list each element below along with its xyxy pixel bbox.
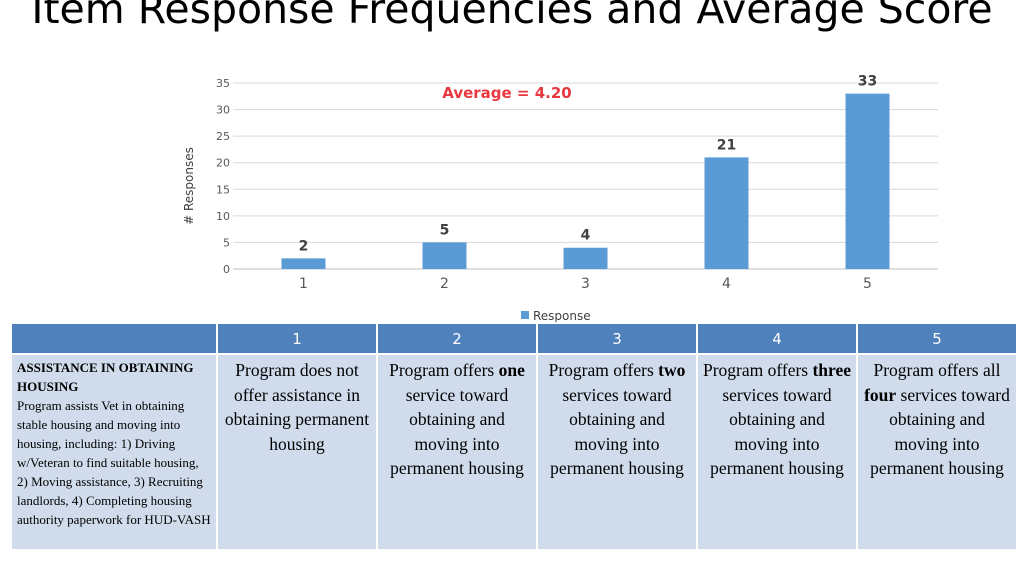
bar-3 — [563, 247, 608, 269]
chart-gridlines — [233, 82, 938, 270]
rubric-header-3: 3 — [536, 322, 698, 355]
level-keyword: four — [864, 384, 897, 405]
x-tick-label: 4 — [722, 276, 731, 292]
level-text-post: services toward obtaining and moving int… — [870, 384, 1010, 479]
bar-1 — [281, 258, 326, 269]
level-keyword: three — [812, 360, 852, 380]
level-text-pre: Program offers — [389, 360, 499, 380]
bar-value-label: 2 — [299, 238, 309, 254]
rubric-header-5: 5 — [856, 322, 1018, 355]
x-tick-label: 1 — [299, 276, 308, 292]
rubric-header-1: 1 — [216, 322, 378, 355]
x-tick-label: 2 — [440, 276, 449, 292]
page-title: Item Response Frequencies and Average Sc… — [31, 0, 993, 33]
level-text-post: services toward obtaining and moving int… — [710, 384, 844, 479]
level-keyword: one — [498, 360, 525, 380]
y-tick-label: 25 — [216, 130, 230, 143]
bar-5 — [845, 93, 890, 269]
level-text-pre: Program offers — [702, 360, 813, 380]
bar-value-label: 5 — [440, 222, 450, 238]
rubric-header-row: 1 2 3 4 5 — [10, 322, 1018, 355]
rubric-level-4: Program offers three services toward obt… — [696, 353, 858, 551]
y-axis-label: # Responses — [182, 147, 196, 225]
rubric-level-3: Program offers two services toward obtai… — [536, 353, 698, 551]
rubric-criterion-cell: ASSISTANCE IN OBTAINING HOUSING Program … — [10, 353, 218, 551]
bar-2 — [422, 242, 467, 269]
y-tick-label: 30 — [216, 104, 230, 117]
legend-label: Response — [533, 309, 591, 323]
scoring-rubric-table: 1 2 3 4 5 ASSISTANCE IN OBTAINING HOUSIN… — [10, 322, 1018, 551]
rubric-header-blank — [10, 322, 218, 355]
y-tick-label: 15 — [216, 183, 230, 196]
rubric-level-1: Program does not offer assistance in obt… — [216, 353, 378, 551]
level-text-pre: Program does not offer assistance in obt… — [224, 360, 370, 454]
rubric-header-4: 4 — [696, 322, 858, 355]
level-text-pre: Program offers — [548, 360, 659, 380]
rubric-level-5: Program offers all four services toward … — [856, 353, 1018, 551]
legend-swatch — [521, 311, 529, 319]
bar-data-labels: 2 5 4 21 33 — [299, 74, 878, 255]
rubric-body-row: ASSISTANCE IN OBTAINING HOUSING Program … — [10, 353, 1018, 551]
bar-value-label: 4 — [581, 228, 591, 244]
y-tick-label: 0 — [223, 263, 230, 276]
bar-value-label: 33 — [858, 74, 877, 90]
bar-4 — [704, 157, 749, 269]
level-text-post: service toward obtaining and moving into… — [390, 384, 524, 479]
y-tick-label: 5 — [223, 236, 230, 249]
y-tick-label: 35 — [216, 77, 230, 90]
average-annotation: Average = 4.20 — [442, 84, 571, 102]
rubric-level-2: Program offers one service toward obtain… — [376, 353, 538, 551]
y-tick-label: 20 — [216, 157, 230, 170]
bar-value-label: 21 — [717, 137, 736, 153]
level-text-pre: Program offers all — [873, 360, 1001, 380]
x-axis-ticks: 1 2 3 4 5 — [299, 276, 872, 292]
x-tick-label: 3 — [581, 276, 590, 292]
criterion-description: Program assists Vet in obtaining stable … — [17, 398, 211, 527]
y-axis-ticks: 0 5 10 15 20 25 30 35 — [216, 77, 230, 276]
chart-legend: Response — [521, 309, 591, 323]
chart-bars — [281, 93, 890, 269]
y-tick-label: 10 — [216, 210, 230, 223]
rubric-header-2: 2 — [376, 322, 538, 355]
x-tick-label: 5 — [863, 276, 872, 292]
level-text-post: services toward obtaining and moving int… — [550, 384, 684, 479]
criterion-title: ASSISTANCE IN OBTAINING HOUSING — [17, 360, 194, 394]
level-keyword: two — [658, 360, 686, 380]
